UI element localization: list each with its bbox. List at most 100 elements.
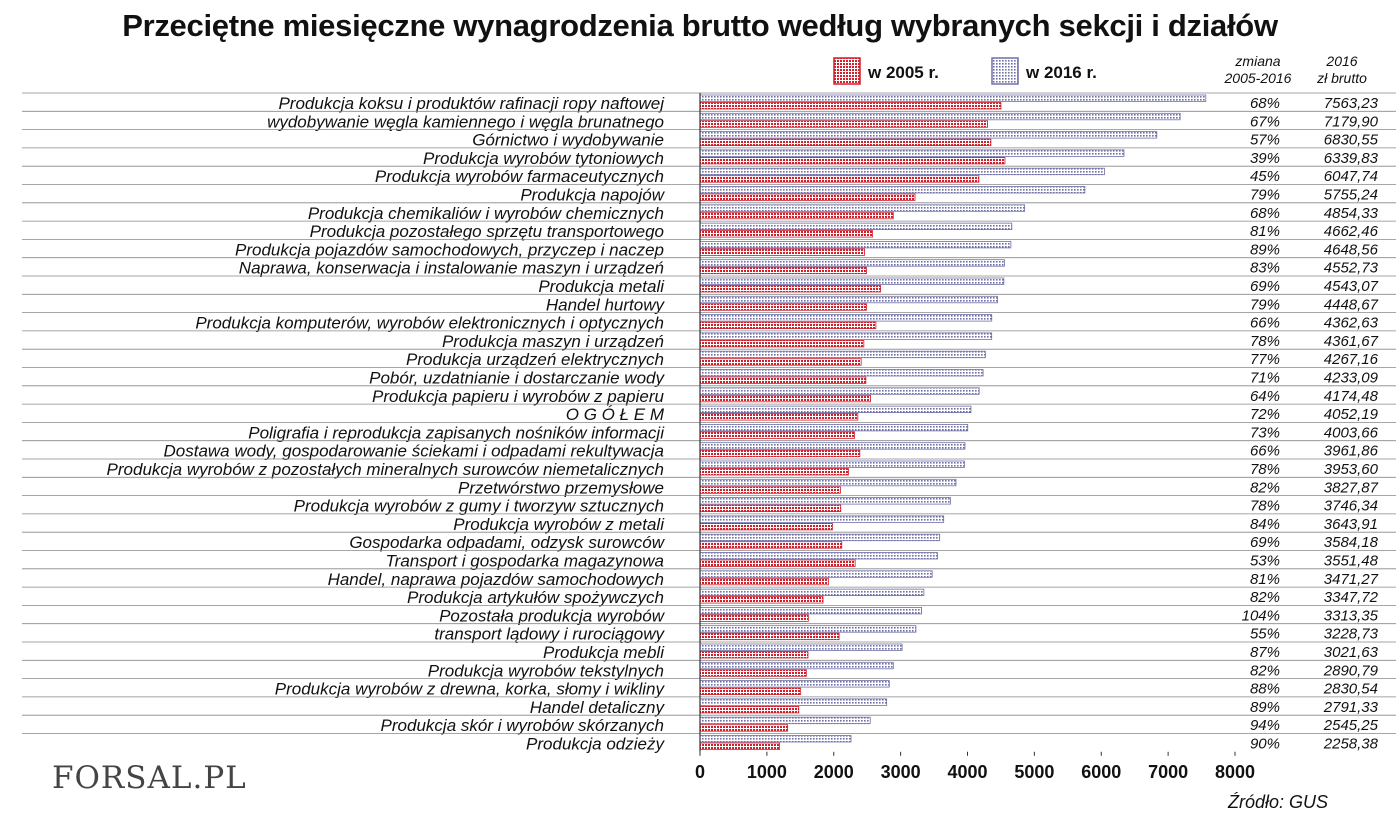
change-label: 94% — [1250, 717, 1280, 734]
bar-2016 — [699, 552, 938, 560]
bar-2016 — [699, 149, 1125, 157]
category-label: Handel detaliczny — [530, 698, 666, 717]
value-label: 5755,24 — [1324, 187, 1378, 204]
category-label: O G Ó Ł E M — [566, 405, 665, 424]
bar-2016 — [699, 570, 933, 578]
change-label: 72% — [1250, 406, 1280, 423]
value-label: 3228,73 — [1324, 626, 1379, 643]
bar-2005 — [699, 468, 849, 476]
bar-2005 — [699, 138, 992, 147]
bar-2005 — [699, 596, 824, 604]
value-label: 4267,16 — [1324, 351, 1379, 368]
bar-2016 — [699, 607, 922, 615]
bar-2016 — [699, 222, 1013, 231]
value-label: 3347,72 — [1324, 589, 1379, 606]
value-label: 3021,63 — [1324, 644, 1379, 661]
bar-2016 — [699, 131, 1158, 139]
bar-2016 — [699, 204, 1026, 212]
category-label: Produkcja wyrobów z pozostałych mineraln… — [107, 460, 664, 479]
change-label: 81% — [1250, 571, 1280, 588]
bar-2005 — [699, 230, 873, 238]
bar-2005 — [699, 706, 800, 714]
bar-2005 — [699, 376, 867, 384]
change-label: 88% — [1250, 681, 1280, 698]
x-tick-label: 1000 — [747, 762, 787, 782]
x-tick-label: 0 — [695, 762, 705, 782]
category-label: Przetwórstwo przemysłowe — [458, 478, 664, 497]
bar-2005 — [699, 394, 871, 403]
legend-swatch-2016 — [991, 57, 1019, 85]
change-label: 71% — [1250, 370, 1280, 387]
bar-2016 — [699, 423, 969, 432]
bar-2005 — [699, 285, 881, 293]
change-label: 73% — [1250, 424, 1280, 441]
category-label: Handel hurtowy — [546, 295, 666, 314]
change-label: 77% — [1250, 351, 1280, 368]
change-label: 78% — [1250, 498, 1280, 515]
category-label: Pobór, uzdatnianie i dostarczanie wody — [369, 369, 665, 388]
value-label: 3313,35 — [1324, 607, 1379, 624]
bar-2016 — [699, 405, 972, 414]
bar-2016 — [699, 680, 890, 688]
value-label: 3643,91 — [1324, 516, 1378, 533]
change-label: 39% — [1250, 150, 1280, 167]
bar-2005 — [699, 339, 865, 348]
value-label: 6339,83 — [1324, 150, 1379, 167]
change-label: 53% — [1250, 553, 1280, 570]
value-label: 6047,74 — [1324, 168, 1378, 185]
forsal-logo: FORSAL.PL — [52, 760, 247, 796]
category-label: Produkcja wyrobów z metali — [453, 515, 665, 534]
x-tick-label: 3000 — [881, 762, 921, 782]
bar-2016 — [699, 735, 852, 743]
bar-2016 — [699, 588, 925, 596]
bar-2016 — [699, 186, 1086, 194]
bar-2016 — [699, 350, 986, 359]
bar-2005 — [699, 687, 802, 695]
bar-2005 — [699, 266, 867, 275]
x-tick-label: 4000 — [947, 762, 987, 782]
category-label: Produkcja wyrobów farmaceutycznych — [375, 167, 664, 186]
category-label: Produkcja koksu i produktów rafinacji ro… — [278, 94, 665, 113]
category-label: Produkcja mebli — [543, 643, 665, 662]
x-tick-label: 6000 — [1081, 762, 1121, 782]
bar-2016 — [699, 332, 993, 340]
x-tick-label: 5000 — [1014, 762, 1054, 782]
value-label: 3551,48 — [1324, 553, 1379, 570]
category-label: Transport i gospodarka magazynowa — [386, 552, 664, 571]
bar-2005 — [699, 102, 1002, 110]
value-label: 3471,27 — [1324, 571, 1379, 588]
bar-2005 — [699, 614, 809, 622]
change-label: 69% — [1250, 278, 1280, 295]
bar-2005 — [699, 724, 789, 732]
bar-2005 — [699, 632, 840, 641]
value-label: 4174,48 — [1324, 388, 1379, 405]
value-label: 4233,09 — [1324, 370, 1379, 387]
bar-2005 — [699, 449, 861, 458]
value-label: 4662,46 — [1324, 223, 1379, 240]
value-label: 3961,86 — [1324, 443, 1379, 460]
value-label: 2890,79 — [1323, 662, 1379, 679]
source-note: Źródło: GUS — [1227, 792, 1328, 812]
change-label: 67% — [1250, 113, 1280, 130]
change-label: 69% — [1250, 534, 1280, 551]
bar-2016 — [699, 460, 965, 468]
bar-2016 — [699, 716, 871, 725]
x-axis: 0 1000 2000 3000 4000 5000 6000 7000 8000 — [695, 93, 1255, 782]
change-label: 57% — [1250, 132, 1280, 149]
value-label: 4362,63 — [1324, 315, 1379, 332]
category-label: Produkcja wyrobów tytoniowych — [423, 149, 664, 168]
bar-2005 — [699, 156, 1006, 165]
bar-2016 — [699, 387, 980, 395]
x-tick-label: 7000 — [1148, 762, 1188, 782]
bar-2005 — [699, 669, 807, 677]
bar-2005 — [699, 193, 916, 201]
chart-title: Przeciętne miesięczne wynagrodzenia brut… — [122, 8, 1278, 43]
value-label: 2830,54 — [1323, 681, 1378, 698]
category-label: Produkcja maszyn i urządzeń — [442, 332, 664, 351]
category-label: transport lądowy i rurociągowy — [434, 625, 665, 644]
bar-2016 — [699, 515, 945, 523]
value-label: 7563,23 — [1324, 95, 1379, 112]
bar-2016 — [699, 698, 888, 706]
change-label: 66% — [1250, 443, 1280, 460]
change-label: 82% — [1250, 479, 1280, 496]
